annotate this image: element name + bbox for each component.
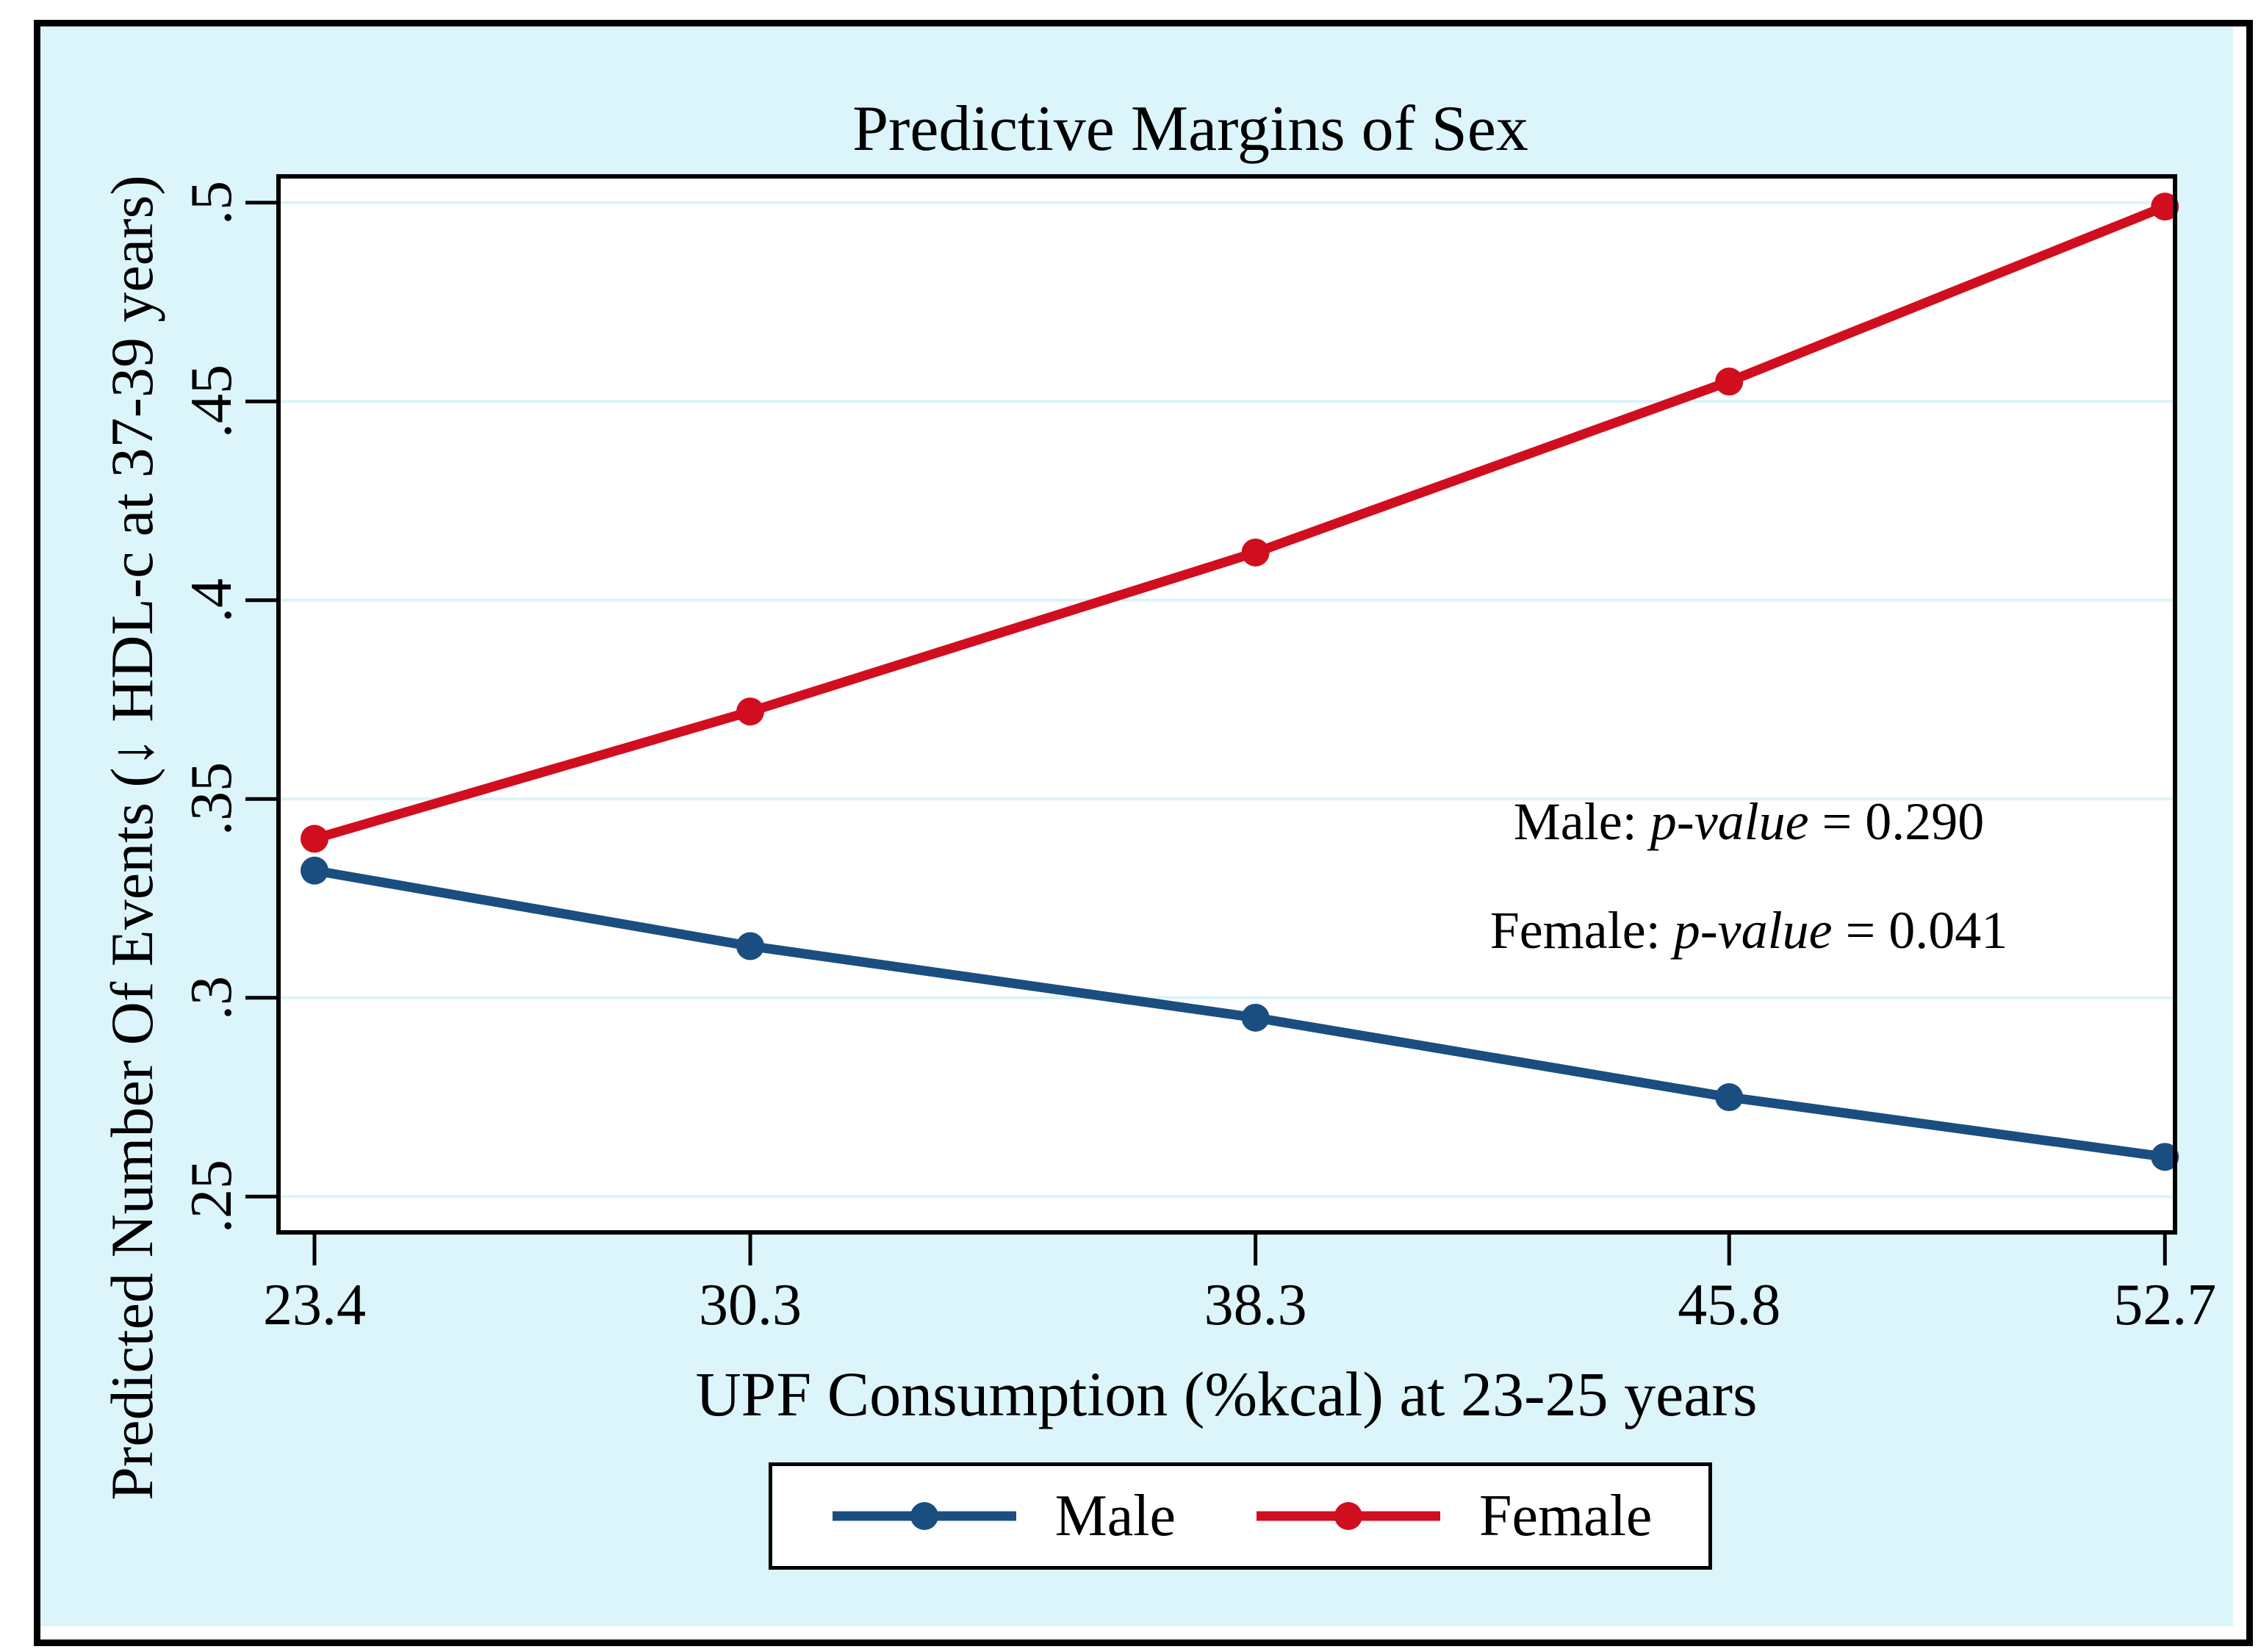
data-point-female-38.3 [1241,538,1270,567]
chart-title: Predictive Margins of Sex [852,93,1528,165]
x-tick-label: 45.8 [1678,1273,1781,1337]
data-point-female-45.8 [1715,367,1744,396]
y-tick-label: .4 [179,578,244,622]
gridlines [278,201,2175,1199]
x-tick-label: 52.7 [2113,1273,2217,1337]
data-point-male-23.4 [300,856,328,885]
legend-entry-female: Female [1253,1487,1652,1545]
y-tick-label: .45 [179,364,244,439]
x-tick-label: 38.3 [1204,1273,1307,1337]
annotation-male-pvalue: Male: p-value = 0.290 [1161,795,2261,848]
annotation-male-italic: p-value [1650,792,1809,851]
y-tick-label: .25 [179,1160,244,1234]
legend-male-line-marker-icon [832,1502,1016,1530]
legend-entry-male: Male [829,1487,1176,1545]
legend-female-line-marker-icon [1256,1502,1440,1530]
x-tick-label: 23.4 [262,1273,366,1337]
data-point-female-52.7 [2151,193,2179,221]
data-point-female-23.4 [300,825,328,853]
data-point-male-45.8 [1715,1083,1744,1112]
chart-outer-frame [34,20,2253,1646]
annotation-female-prefix: Female: [1489,901,1674,960]
annotation-female-italic: p-value [1673,901,1833,960]
y-axis-title: Predicted Number Of Events (↓ HDL-c at 3… [98,175,165,1501]
data-point-female-30.3 [736,697,765,726]
series-male [300,856,2179,1171]
data-point-male-52.7 [2151,1143,2179,1171]
annotation-female-pvalue: Female: p-value = 0.041 [1161,904,2261,957]
annotation-female-suffix: = 0.041 [1832,901,2008,960]
x-tick-label: 30.3 [699,1273,802,1337]
plot-border [276,174,2177,1235]
annotation-male-prefix: Male: [1513,792,1650,851]
series-female [300,193,2179,853]
x-axis-title: UPF Consumption (%kcal) at 23-25 years [695,1359,1758,1429]
data-point-male-38.3 [1241,1003,1270,1032]
plot-area [278,176,2175,1232]
axis-ticks [245,201,2167,1265]
y-tick-label: .5 [179,180,244,225]
legend-label-male: Male [1054,1484,1176,1548]
y-tick-label: .35 [179,762,244,836]
legend-box: Male Female [769,1462,1712,1570]
legend-label-female: Female [1478,1484,1653,1548]
annotation-male-suffix: = 0.290 [1808,792,1985,851]
y-tick-label: .3 [179,975,244,1020]
data-point-male-30.3 [736,932,765,960]
